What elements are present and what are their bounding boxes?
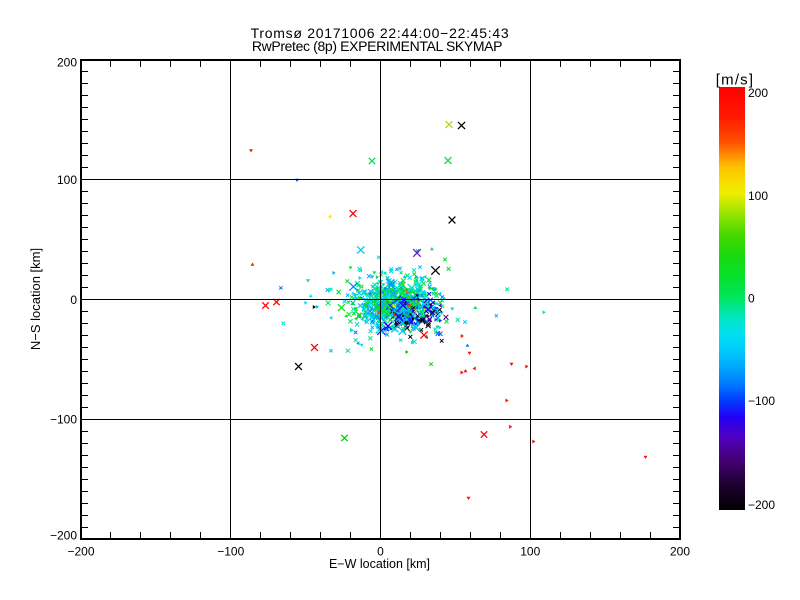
svg-text:100: 100 <box>520 545 540 559</box>
svg-text:−200: −200 <box>748 498 775 512</box>
svg-text:E−W location [km]: E−W location [km] <box>329 557 430 571</box>
svg-text:0: 0 <box>377 545 384 559</box>
svg-text:0: 0 <box>748 292 755 306</box>
svg-text:N−S location [km]: N−S location [km] <box>28 248 43 350</box>
svg-text:Tromsø 20171006 22:44:00−22:45: Tromsø 20171006 22:44:00−22:45:43 <box>251 25 510 41</box>
svg-text:200: 200 <box>748 86 768 100</box>
svg-text:200: 200 <box>57 56 77 70</box>
svg-text:0: 0 <box>70 293 77 307</box>
svg-text:−200: −200 <box>50 529 77 543</box>
svg-text:100: 100 <box>748 189 768 203</box>
svg-text:−100: −100 <box>217 545 244 559</box>
svg-text:−100: −100 <box>50 413 77 427</box>
svg-text:−100: −100 <box>748 394 775 408</box>
svg-text:RwPretec (8p) EXPERIMENTAL SKY: RwPretec (8p) EXPERIMENTAL SKYMAP <box>252 38 502 54</box>
svg-text:200: 200 <box>670 545 690 559</box>
svg-text:−200: −200 <box>67 545 94 559</box>
svg-text:[m/s]: [m/s] <box>716 72 755 89</box>
svg-text:100: 100 <box>57 173 77 187</box>
